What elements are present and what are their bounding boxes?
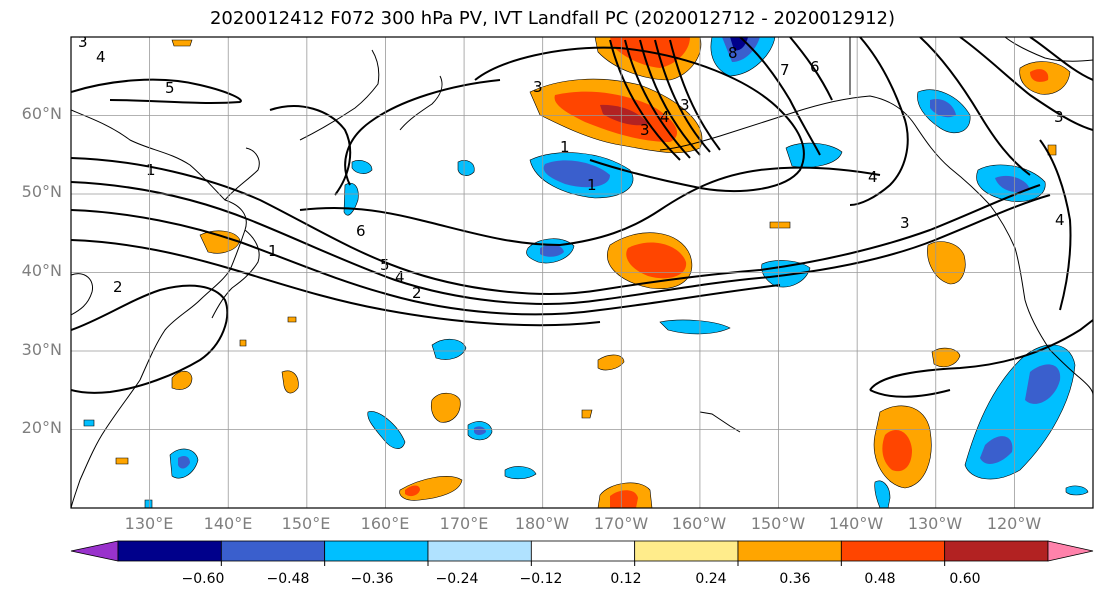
lat-label-60n: 60°N [21, 104, 62, 123]
lon-label-140e: 140°E [203, 514, 253, 533]
contour-label: 4 [868, 168, 878, 186]
colorbar-tick-label: −0.12 [519, 571, 563, 587]
colorbar-segment [944, 540, 1049, 562]
colorbar-tick-label: 0.60 [949, 571, 981, 587]
colorbar-tick-label: 0.48 [864, 571, 896, 587]
lat-label-40n: 40°N [21, 261, 62, 280]
contour-label: 5 [380, 256, 390, 274]
contour-label: 7 [780, 61, 790, 79]
lon-label-130e: 130°E [124, 514, 174, 533]
colorbar-tick-label: 0.24 [695, 571, 727, 587]
colorbar-segment [324, 540, 429, 562]
contour-label: 3 [680, 96, 690, 114]
colorbar [70, 540, 1094, 562]
map-frame [70, 36, 1094, 509]
lon-label-170e: 170°E [439, 514, 489, 533]
colorbar-segment [530, 540, 636, 562]
lat-label-50n: 50°N [21, 182, 62, 201]
colorbar-tick-label: 0.12 [610, 571, 642, 587]
contour-label: 4 [660, 108, 670, 126]
lon-label-160w: 160°W [671, 514, 727, 533]
colorbar-segment [117, 540, 222, 562]
contour-label: 3 [640, 121, 650, 139]
colorbar-tick-label: −0.60 [181, 571, 225, 587]
contour-label: 3 [1054, 108, 1064, 126]
colorbar-tick-label: 0.36 [779, 571, 811, 587]
contour-label: 4 [96, 48, 106, 66]
lon-label-150e: 150°E [281, 514, 331, 533]
pv-contours [71, 37, 1093, 398]
lon-label-170w: 170°W [593, 514, 649, 533]
contour-label: 5 [165, 79, 175, 97]
lon-label-120w: 120°W [986, 514, 1042, 533]
contour-label: 4 [1055, 211, 1065, 229]
colorbar-tick-label: −0.24 [435, 571, 479, 587]
lon-label-160e: 160°E [360, 514, 410, 533]
colorbar-tick-label: −0.48 [266, 571, 310, 587]
lat-label-30n: 30°N [21, 340, 62, 359]
colorbar-tick-label: −0.36 [350, 571, 394, 587]
contour-label: 6 [810, 58, 820, 76]
contour-label: 2 [412, 284, 422, 302]
contour-label: 2 [113, 278, 123, 296]
contour-label: 4 [395, 268, 405, 286]
contour-label: 3 [900, 214, 910, 232]
contour-label: 1 [146, 161, 156, 179]
lat-label-20n: 20°N [21, 418, 62, 437]
contour-label: 1 [268, 242, 278, 260]
lon-label-150w: 150°W [750, 514, 806, 533]
colorbar-segment [220, 540, 326, 562]
colorbar-extend-low [70, 540, 119, 562]
contour-label: 3 [533, 78, 543, 96]
lon-label-130w: 130°W [907, 514, 963, 533]
graticule [71, 37, 1093, 508]
lon-label-180w: 180°W [514, 514, 570, 533]
positive-anomaly-shading [115, 37, 1071, 508]
colorbar-segment [737, 540, 842, 562]
colorbar-segment [840, 540, 946, 562]
map-title: 2020012412 F072 300 hPa PV, IVT Landfall… [209, 8, 896, 29]
colorbar-segment [634, 540, 739, 562]
contour-label: 6 [356, 222, 366, 240]
colorbar-segment [427, 540, 532, 562]
contour-label: 8 [728, 44, 738, 62]
contour-label: 1 [560, 138, 570, 156]
colorbar-extend-high [1047, 540, 1094, 562]
negative-anomaly-shading [83, 37, 1089, 508]
lon-label-140w: 140°W [828, 514, 884, 533]
contour-label: 1 [587, 176, 597, 194]
contour-label: 3 [78, 33, 88, 51]
